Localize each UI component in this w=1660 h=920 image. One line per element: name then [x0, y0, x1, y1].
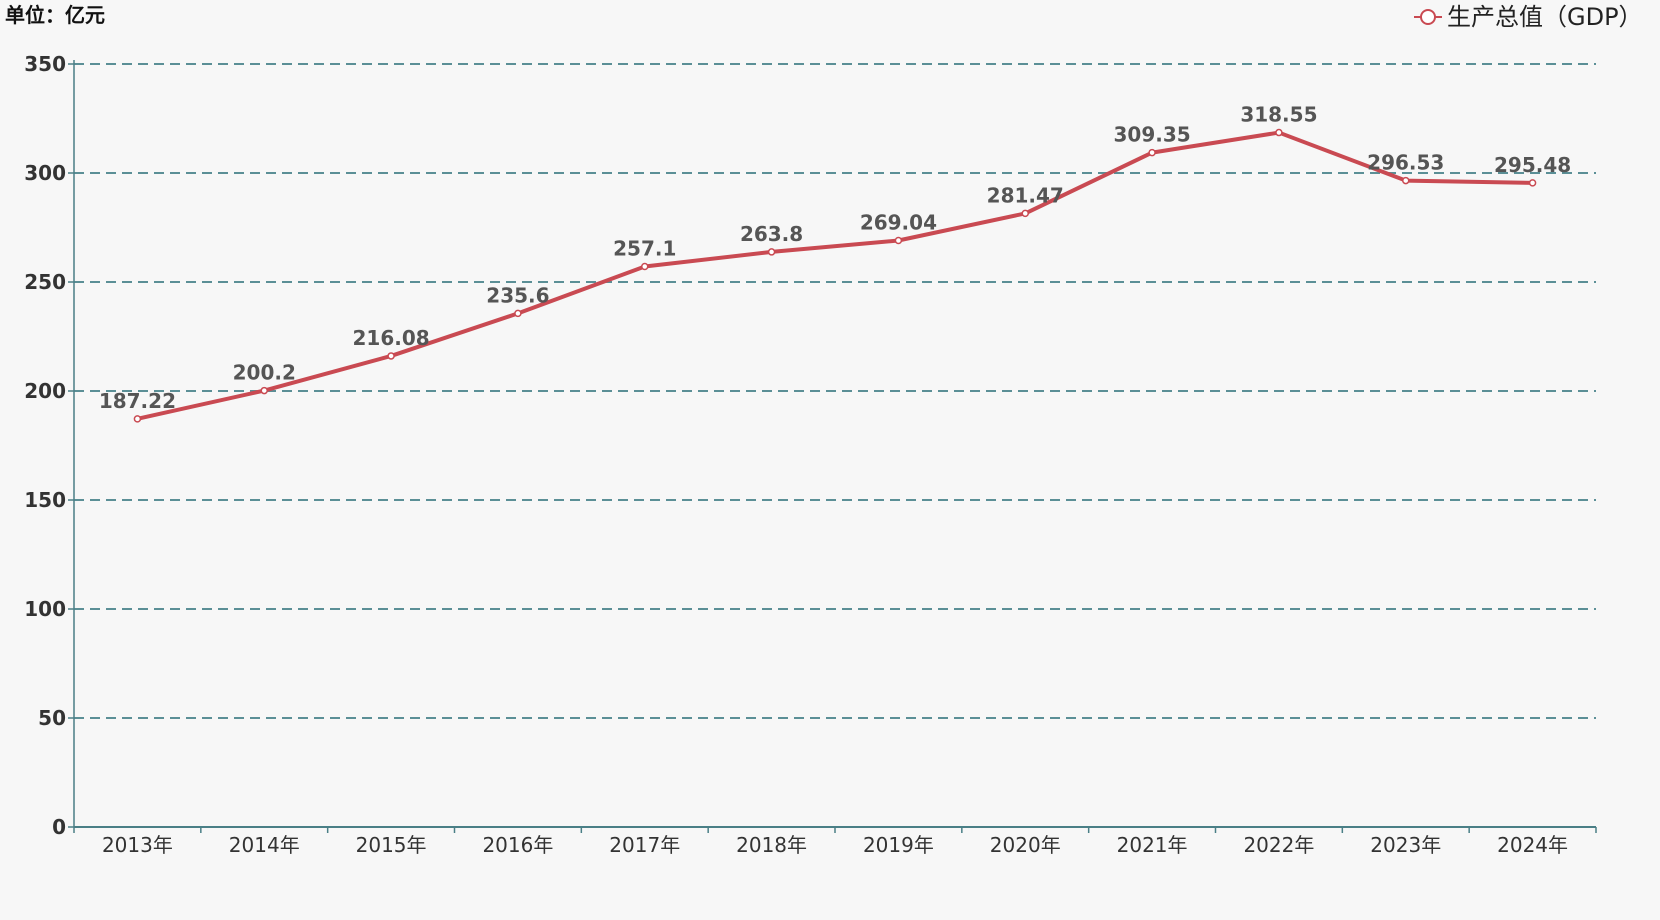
y-tick-label: 250 [24, 270, 66, 294]
data-point[interactable] [133, 415, 142, 423]
data-labels: 187.22 200.2 216.08 235.6 257.1 263.8 269.04 28… [99, 103, 1571, 413]
data-point[interactable] [1021, 209, 1029, 218]
data-label: 263.8 [740, 222, 803, 246]
grid-lines [74, 63, 1596, 719]
data-point[interactable] [767, 248, 776, 256]
data-label: 295.48 [1494, 153, 1571, 177]
x-tick-label: 2020年 [990, 833, 1061, 857]
data-point[interactable] [260, 386, 268, 395]
data-label: 235.6 [486, 283, 549, 307]
x-tick-label: 2013年 [102, 833, 173, 857]
x-axis: 2013年 2014年 2015年 2016年 2017年 2018年 2019年 2020年… [73, 826, 1597, 857]
y-tick-label: 200 [24, 379, 66, 403]
y-tick-label: 300 [24, 161, 66, 185]
y-axis: 0 50 100 150 200 250 300 350 [24, 52, 75, 839]
data-label: 257.1 [613, 237, 676, 261]
x-tick-label: 2022年 [1243, 833, 1314, 857]
data-label: 296.53 [1367, 151, 1444, 175]
data-point[interactable] [387, 352, 395, 360]
data-point[interactable] [641, 262, 649, 271]
unit-label: 单位：亿元 [5, 3, 105, 27]
data-label: 269.04 [860, 210, 937, 234]
x-tick-label: 2019年 [863, 833, 934, 857]
legend[interactable]: 生产总值（GDP） [1414, 3, 1643, 31]
data-label: 309.35 [1113, 123, 1190, 147]
legend-label: 生产总值（GDP） [1447, 3, 1643, 31]
series-gdp [133, 128, 1537, 423]
y-tick-label: 350 [24, 52, 66, 76]
data-label: 216.08 [352, 326, 429, 350]
data-point[interactable] [1148, 148, 1156, 157]
x-tick-label: 2023年 [1370, 833, 1441, 857]
data-label: 200.2 [233, 361, 296, 385]
y-tick-label: 150 [24, 488, 66, 512]
x-tick-label: 2024年 [1497, 833, 1568, 857]
data-point[interactable] [514, 309, 522, 318]
x-tick-label: 2016年 [482, 833, 553, 857]
y-tick-label: 100 [24, 597, 66, 621]
x-tick-label: 2018年 [736, 833, 807, 857]
x-tick-label: 2021年 [1117, 833, 1188, 857]
y-tick-label: 50 [38, 706, 66, 730]
data-label: 187.22 [99, 389, 176, 413]
legend-marker-icon [1420, 9, 1436, 25]
data-point[interactable] [1402, 176, 1410, 185]
y-tick-label: 0 [52, 815, 66, 839]
data-point[interactable] [1275, 128, 1283, 137]
series-line [135, 130, 1535, 421]
x-tick-label: 2015年 [356, 833, 427, 857]
data-label: 281.47 [987, 183, 1064, 207]
data-label: 318.55 [1240, 103, 1317, 127]
data-point[interactable] [894, 236, 903, 245]
x-tick-label: 2017年 [609, 833, 680, 857]
x-tick-label: 2014年 [229, 833, 300, 857]
data-point[interactable] [1528, 179, 1537, 187]
